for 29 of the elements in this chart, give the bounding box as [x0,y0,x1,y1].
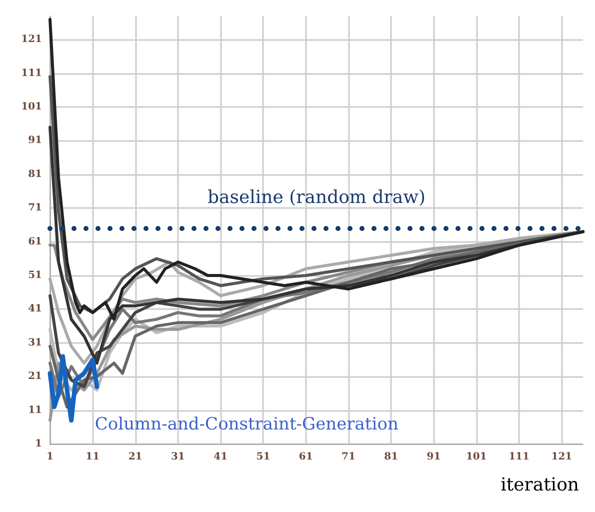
x-axis-title: iteration [500,474,580,496]
y-tick-label: 1 [35,438,42,450]
x-tick-label: 101 [466,452,487,462]
y-tick-label: 51 [28,270,42,281]
y-tick-label: 111 [21,68,42,79]
y-tick-label: 121 [21,34,42,46]
y-tick-label: 41 [28,304,42,315]
x-tick-label: 41 [214,452,228,462]
x-tick-label: 31 [170,452,185,462]
y-tick-label: 61 [28,236,42,248]
x-tick-label: 121 [551,452,572,462]
y-tick-label: 81 [28,168,42,180]
y-tick-label: 91 [28,135,42,146]
x-tick-label: 61 [298,452,313,462]
x-tick-label: 111 [508,452,530,462]
y-tick-label: 11 [28,404,42,416]
x-tick-label: 71 [342,452,356,462]
x-tick-label: 1 [46,452,54,462]
x-tick-label: 81 [384,452,398,462]
x-tick-label: 91 [426,452,441,462]
series-label: Column-and-Constraint-Generation [94,414,398,435]
y-tick-label: 21 [28,371,42,382]
x-tick-label: 21 [128,452,142,462]
y-tick-label: 31 [28,337,42,348]
x-tick-label: 51 [256,452,270,462]
y-tick-label: 71 [28,202,42,214]
ref-line-label: baseline (random draw) [207,186,426,208]
y-tick-label: 101 [21,101,42,112]
x-tick-label: 11 [86,452,100,462]
